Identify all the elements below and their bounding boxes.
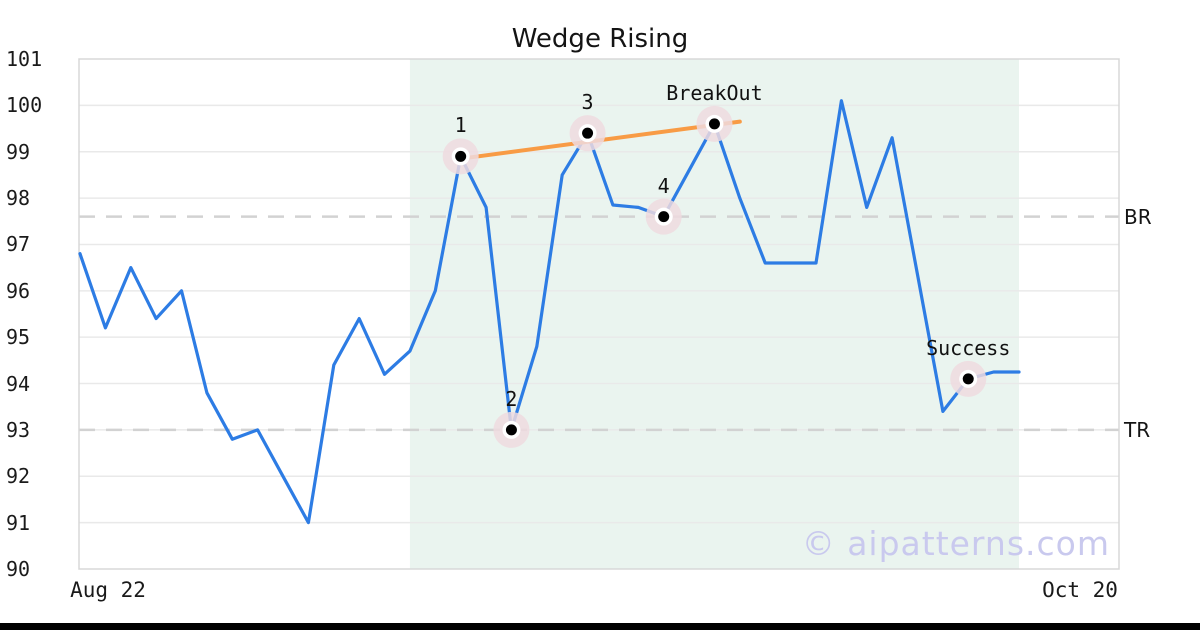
annotation-label-breakout: BreakOut: [666, 80, 763, 105]
y-tick-98: 98: [6, 186, 31, 211]
y-tick-95: 95: [6, 325, 31, 350]
level-label-br: BR: [1124, 204, 1152, 229]
level-label-tr: TR: [1124, 417, 1151, 442]
annotation-label-success: Success: [926, 335, 1011, 360]
marker-dot: [708, 118, 720, 130]
price-line: [78, 99, 1021, 525]
marker-dot: [658, 211, 670, 223]
x-tick-end: Oct 20: [1042, 578, 1118, 602]
marker-dot: [505, 424, 517, 436]
y-tick-100: 100: [6, 93, 43, 118]
marker-dot: [582, 127, 594, 139]
marker-dot: [455, 150, 467, 162]
marker-dot: [962, 373, 974, 385]
bottom-black-bar: [0, 623, 1200, 630]
y-tick-92: 92: [6, 464, 31, 489]
y-tick-99: 99: [6, 139, 31, 164]
y-tick-91: 91: [6, 510, 31, 535]
y-tick-94: 94: [6, 371, 31, 396]
annotation-label-3: 3: [581, 90, 594, 115]
annotation-label-1: 1: [454, 113, 467, 138]
watermark: © aipatterns.com: [801, 524, 1110, 563]
y-tick-93: 93: [6, 417, 31, 442]
y-tick-90: 90: [6, 557, 31, 581]
plot-border: [78, 58, 1120, 570]
annotation-label-2: 2: [505, 386, 518, 411]
chart-title: Wedge Rising: [511, 24, 689, 54]
x-tick-start: Aug 22: [70, 578, 146, 602]
y-tick-97: 97: [6, 232, 31, 257]
pattern-zone-shading: [409, 59, 1019, 569]
annotation-label-4: 4: [657, 173, 670, 198]
y-tick-96: 96: [6, 278, 31, 303]
y-tick-101: 101: [6, 47, 43, 71]
